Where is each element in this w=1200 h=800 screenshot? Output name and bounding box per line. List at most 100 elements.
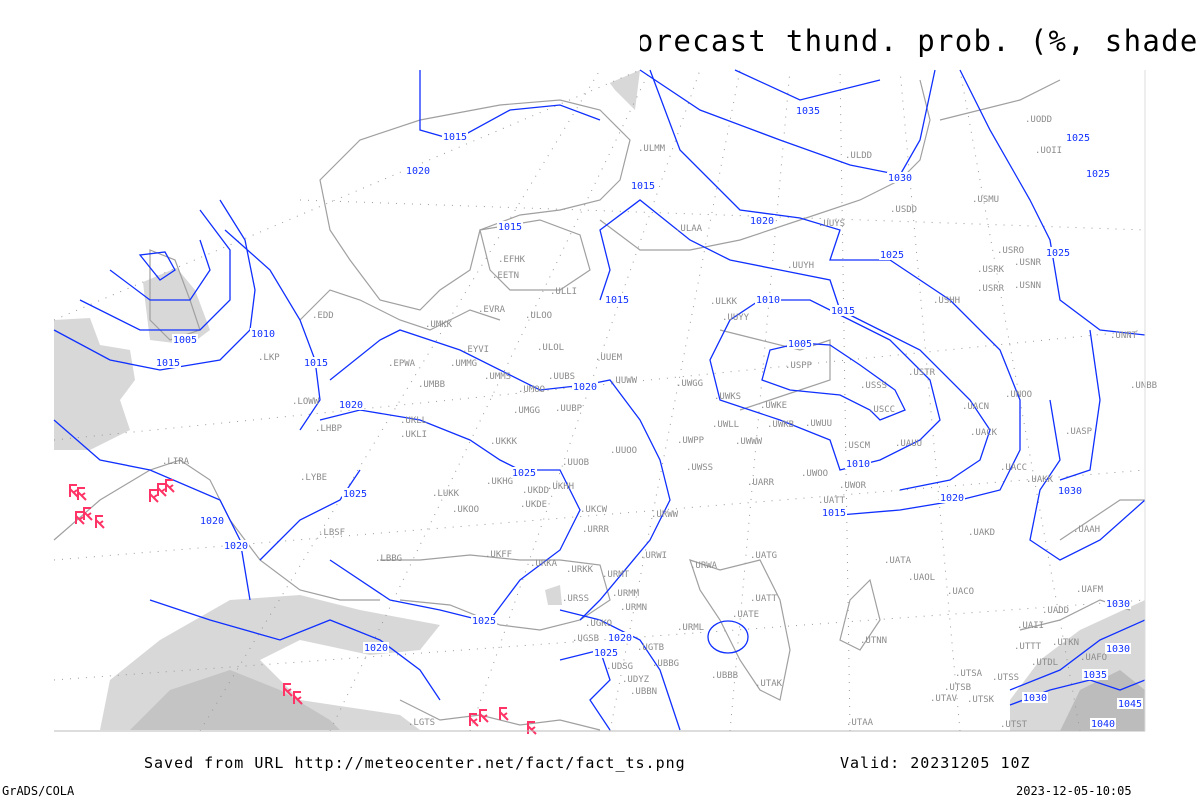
- grid-line: [299, 199, 1146, 231]
- station-label: .UUYH: [787, 261, 814, 271]
- station-label: .UDYZ: [622, 675, 650, 685]
- grid-line: [53, 329, 1146, 441]
- isobar-line: [649, 69, 1021, 516]
- station-label: .UATT: [818, 496, 846, 506]
- isobar-label: 1010: [756, 295, 780, 306]
- station-label: .USRK: [977, 265, 1005, 275]
- station-label: .UMGG: [513, 406, 540, 416]
- thunderstorm-icon: [469, 713, 479, 727]
- isobar-label: 1015: [631, 181, 655, 192]
- station-label: .USDD: [890, 205, 917, 215]
- isobar-label-bg: [303, 357, 329, 368]
- source-url-text: Saved from URL http://meteocenter.net/fa…: [144, 754, 686, 772]
- station-label: .UTSA: [955, 669, 983, 679]
- station-label: .UATT: [750, 594, 778, 604]
- isobar-label-bg: [821, 507, 847, 518]
- probability-area: [1060, 670, 1145, 731]
- isobar-line: [259, 469, 361, 561]
- isobar-label-bg: [1105, 643, 1131, 654]
- station-label: .URWI: [640, 551, 667, 561]
- station-label: .UAUU: [895, 439, 922, 449]
- station-label: .UATE: [732, 610, 759, 620]
- station-label: .URMN: [620, 603, 647, 613]
- isobar-label-bg: [511, 467, 537, 478]
- station-label: .LGTS: [408, 718, 435, 728]
- isobar-label-bg: [787, 338, 813, 349]
- station-label: .UUYS: [818, 219, 845, 229]
- coastline: [479, 219, 591, 291]
- station-label: .URML: [677, 623, 704, 633]
- isobar-label-bg: [630, 180, 656, 191]
- station-label: .EFHK: [498, 255, 526, 265]
- station-label: .UGTB: [637, 643, 664, 653]
- isobar-label: 1025: [1046, 248, 1070, 259]
- isobar-label-bg: [795, 105, 821, 116]
- isobar-label-bg: [593, 647, 619, 658]
- station-label: .UATA: [884, 556, 912, 566]
- isobar-line: [419, 70, 601, 141]
- isobar-label-bg: [1090, 718, 1116, 729]
- isobar-line: [224, 229, 321, 431]
- station-label: .UTAA: [846, 718, 874, 728]
- coastline: [839, 578, 881, 651]
- station-label: .UGSB: [572, 634, 599, 644]
- station-label: .UASP: [1065, 427, 1093, 437]
- probability-area: [130, 670, 340, 730]
- isobar-line: [138, 251, 176, 281]
- isobar-label: 1015: [156, 358, 180, 369]
- isobar-line: [109, 239, 211, 301]
- grid-line: [53, 469, 1146, 561]
- station-label: .UAKD: [968, 528, 995, 538]
- station-label: .USTR: [908, 368, 936, 378]
- station-label: .UTAV: [930, 694, 958, 704]
- station-label: .UKFF: [485, 550, 512, 560]
- isobar-line: [149, 599, 441, 701]
- isobar-line: [1059, 329, 1101, 481]
- isobar-label-bg: [604, 294, 630, 305]
- station-label: .UNBB: [1130, 381, 1157, 391]
- isobar-label: 1015: [605, 295, 629, 306]
- station-label: .UUOB: [562, 458, 589, 468]
- isobar-label: 1015: [498, 222, 522, 233]
- station-label: .USMU: [972, 195, 999, 205]
- thunderstorm-icon: [95, 515, 105, 529]
- thunderstorm-icon: [165, 479, 175, 493]
- station-label: .LIRA: [162, 457, 190, 467]
- station-label: .UTSS: [992, 673, 1019, 683]
- station-label: .UWPP: [677, 436, 705, 446]
- station-label: .URKK: [566, 565, 594, 575]
- station-label: .UDSG: [606, 662, 633, 672]
- station-label: .UMBB: [418, 380, 445, 390]
- thunderstorm-icon: [69, 484, 79, 498]
- thunderstorm-icon: [283, 683, 293, 697]
- isobar-label: 1020: [364, 643, 388, 654]
- station-label: .UODD: [1025, 115, 1052, 125]
- station-label: .UTTT: [1014, 642, 1042, 652]
- isobar-label-bg: [1022, 692, 1048, 703]
- isobar-label-bg: [607, 632, 633, 643]
- station-label: .URSS: [562, 594, 589, 604]
- isobar-line: [761, 342, 906, 421]
- station-label: .LKP: [258, 353, 280, 363]
- station-label: .USPP: [785, 361, 813, 371]
- isobar-label-bg: [1082, 669, 1108, 680]
- station-label: .UKDE: [520, 500, 547, 510]
- station-label: .UAKK: [1026, 475, 1054, 485]
- station-label: .UACC: [1000, 463, 1027, 473]
- isobar-label-bg: [755, 294, 781, 305]
- isobar-label: 1015: [822, 508, 846, 519]
- station-label: .LOWW: [292, 397, 320, 407]
- station-label: .UAFO: [1080, 653, 1107, 663]
- isobar-label-bg: [845, 458, 871, 469]
- isobar-label: 1030: [1023, 693, 1047, 704]
- station-label: .EVRA: [478, 305, 506, 315]
- isobar-label: 1020: [339, 400, 363, 411]
- isobar-line: [1029, 399, 1146, 561]
- isobar-line: [959, 69, 1146, 336]
- station-label: .UWKE: [760, 401, 787, 411]
- isobar-label-bg: [887, 172, 913, 183]
- station-label: .UATG: [750, 551, 777, 561]
- coastline: [939, 79, 1061, 121]
- isobar-label: 1010: [846, 459, 870, 470]
